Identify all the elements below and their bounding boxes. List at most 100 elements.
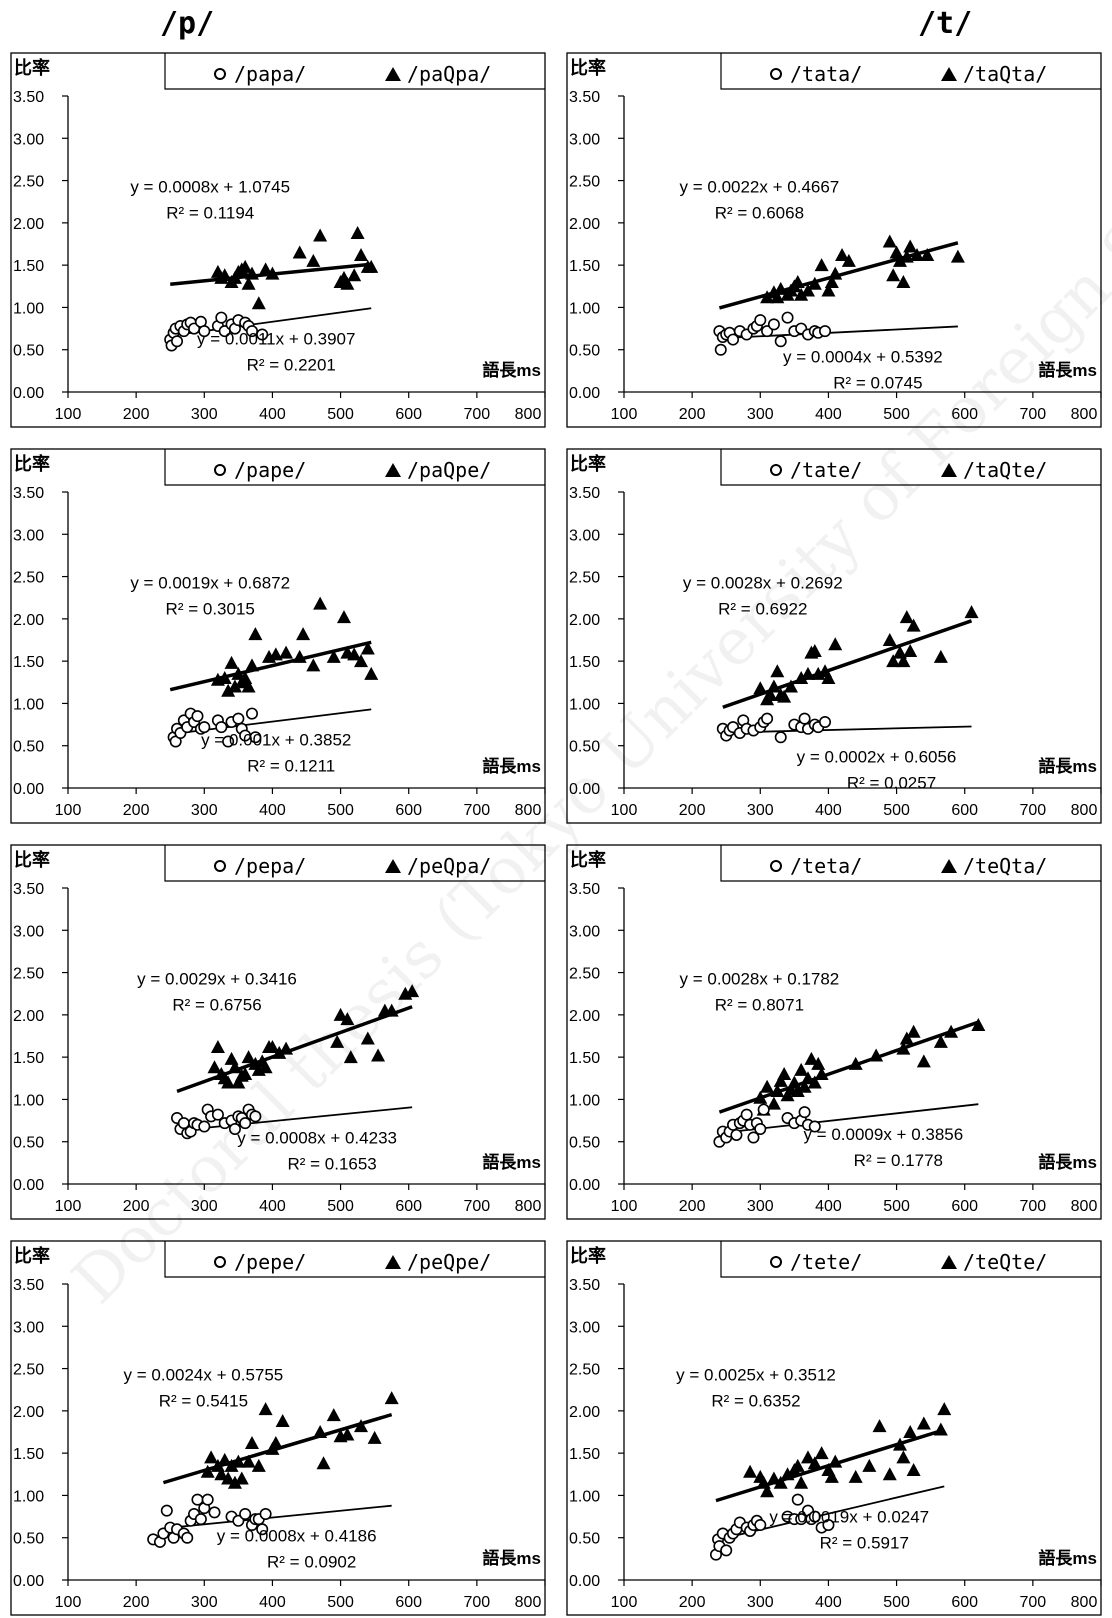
equation-triangle: y = 0.0008x + 1.0745 [130, 178, 290, 197]
data-point-triangle [916, 1416, 931, 1430]
chart-frame [566, 844, 1102, 1220]
data-point-triangle [903, 239, 918, 253]
legend-circle-label: /pepe/ [234, 1250, 306, 1274]
y-axis-label: 比率 [570, 1245, 606, 1266]
y-tick-label: 1.50 [13, 258, 44, 275]
r2-triangle: R² = 0.6756 [172, 996, 261, 1015]
data-point-triangle [882, 234, 897, 248]
data-point-triangle [783, 679, 798, 693]
x-tick-label: 300 [191, 406, 218, 423]
y-tick-label: 3.00 [569, 923, 600, 940]
data-point-circle [245, 707, 258, 720]
y-axis-label: 比率 [14, 453, 50, 474]
data-point-triangle [227, 1060, 242, 1074]
data-point-triangle [251, 296, 266, 310]
data-point-triangle [231, 1454, 246, 1468]
data-point-triangle [258, 1060, 273, 1074]
legend-circle-label: /pape/ [234, 458, 306, 482]
x-tick-label: 300 [191, 1198, 218, 1215]
x-tick-label: 200 [123, 406, 150, 423]
data-point-triangle [354, 247, 369, 261]
y-tick-label: 0.00 [569, 1177, 600, 1194]
scatter-chart-8: /tete/ /teQte/比率 0.00 0.50 1.00 1.50 2.00 2.50 3… [566, 1240, 1102, 1616]
legend-triangle-marker [385, 859, 401, 873]
chart-frame [10, 844, 546, 1220]
equation-circle: y = 0.0019x + 0.0247 [769, 1507, 929, 1526]
y-axis-label: 比率 [14, 57, 50, 78]
data-point-triangle [241, 1454, 256, 1468]
legend-box [164, 449, 545, 486]
x-tick-label: 600 [951, 406, 978, 423]
r2-triangle: R² = 0.3015 [166, 600, 255, 619]
x-tick-label: 100 [55, 1594, 82, 1611]
y-tick-label: 0.50 [569, 1135, 600, 1152]
y-tick-label: 3.00 [569, 131, 600, 148]
data-point-triangle [944, 1024, 959, 1038]
data-point-triangle [221, 683, 236, 697]
y-tick-label: 3.50 [13, 89, 44, 106]
scatter-chart-4: /tate/ /taQte/比率 0.00 0.50 1.00 1.50 2.00 2.50 3… [566, 448, 1102, 824]
data-point-circle [232, 712, 245, 725]
r2-circle: R² = 0.5917 [820, 1533, 909, 1552]
data-point-triangle [224, 655, 239, 669]
x-tick-label: 500 [327, 406, 354, 423]
x-tick-label: 200 [679, 1594, 706, 1611]
legend-circle-label: /pepa/ [234, 854, 306, 878]
r2-circle: R² = 0.1778 [854, 1151, 943, 1170]
x-tick-label: 400 [815, 1198, 842, 1215]
data-point-triangle [899, 1031, 914, 1045]
data-point-circle [198, 1120, 211, 1133]
data-point-circle [740, 1108, 753, 1121]
data-point-circle [747, 1131, 760, 1144]
data-point-triangle [238, 1067, 253, 1081]
data-point-triangle [777, 689, 792, 703]
y-tick-label: 1.50 [13, 1050, 44, 1067]
x-tick-label: 800 [515, 1594, 542, 1611]
data-point-circle [791, 1493, 804, 1506]
y-tick-label: 2.50 [569, 1362, 600, 1379]
equation-circle: y = 0.0008x + 0.4233 [237, 1128, 397, 1147]
r2-triangle: R² = 0.6922 [718, 600, 807, 619]
x-tick-label: 700 [464, 802, 491, 819]
data-point-triangle [221, 1075, 236, 1089]
data-point-circle [727, 333, 740, 346]
y-tick-label: 2.50 [569, 966, 600, 983]
equation-triangle: y = 0.0028x + 0.2692 [683, 574, 843, 593]
data-point-triangle [910, 247, 925, 261]
x-tick-label: 800 [515, 802, 542, 819]
legend-circle-marker [214, 1256, 226, 1268]
data-point-triangle [384, 1003, 399, 1017]
x-tick-label: 100 [611, 1198, 638, 1215]
legend-box [720, 449, 1101, 486]
data-point-circle [171, 335, 184, 348]
legend-circle-label: /tete/ [790, 1250, 862, 1274]
data-point-triangle [313, 228, 328, 242]
x-tick-label: 400 [259, 1594, 286, 1611]
trendline-circle [176, 1106, 413, 1132]
legend-triangle-label: /peQpa/ [407, 854, 491, 878]
data-point-triangle [244, 658, 259, 672]
data-point-triangle [892, 253, 907, 267]
legend-circle-marker [770, 1256, 782, 1268]
data-point-triangle [766, 1096, 781, 1110]
data-point-triangle [807, 1075, 822, 1089]
data-point-triangle [773, 1073, 788, 1087]
data-point-triangle [906, 1024, 921, 1038]
data-point-triangle [896, 1450, 911, 1464]
y-tick-label: 2.50 [13, 966, 44, 983]
scatter-chart-2: /tata/ /taQta/比率 0.00 0.50 1.00 1.50 2.00 2.50 3… [566, 52, 1102, 428]
x-tick-label: 300 [747, 802, 774, 819]
data-point-triangle [292, 649, 307, 663]
y-tick-label: 0.50 [13, 1135, 44, 1152]
data-point-triangle [828, 637, 843, 651]
y-tick-label: 0.00 [569, 1573, 600, 1590]
data-point-circle [781, 311, 794, 324]
r2-circle: R² = 0.2201 [247, 355, 336, 374]
data-point-triangle [821, 671, 836, 685]
data-point-triangle [371, 1048, 386, 1062]
x-tick-label: 500 [327, 1594, 354, 1611]
data-point-triangle [790, 1083, 805, 1097]
data-point-circle [822, 1519, 835, 1532]
legend-triangle-marker [385, 463, 401, 477]
x-tick-label: 200 [123, 1198, 150, 1215]
